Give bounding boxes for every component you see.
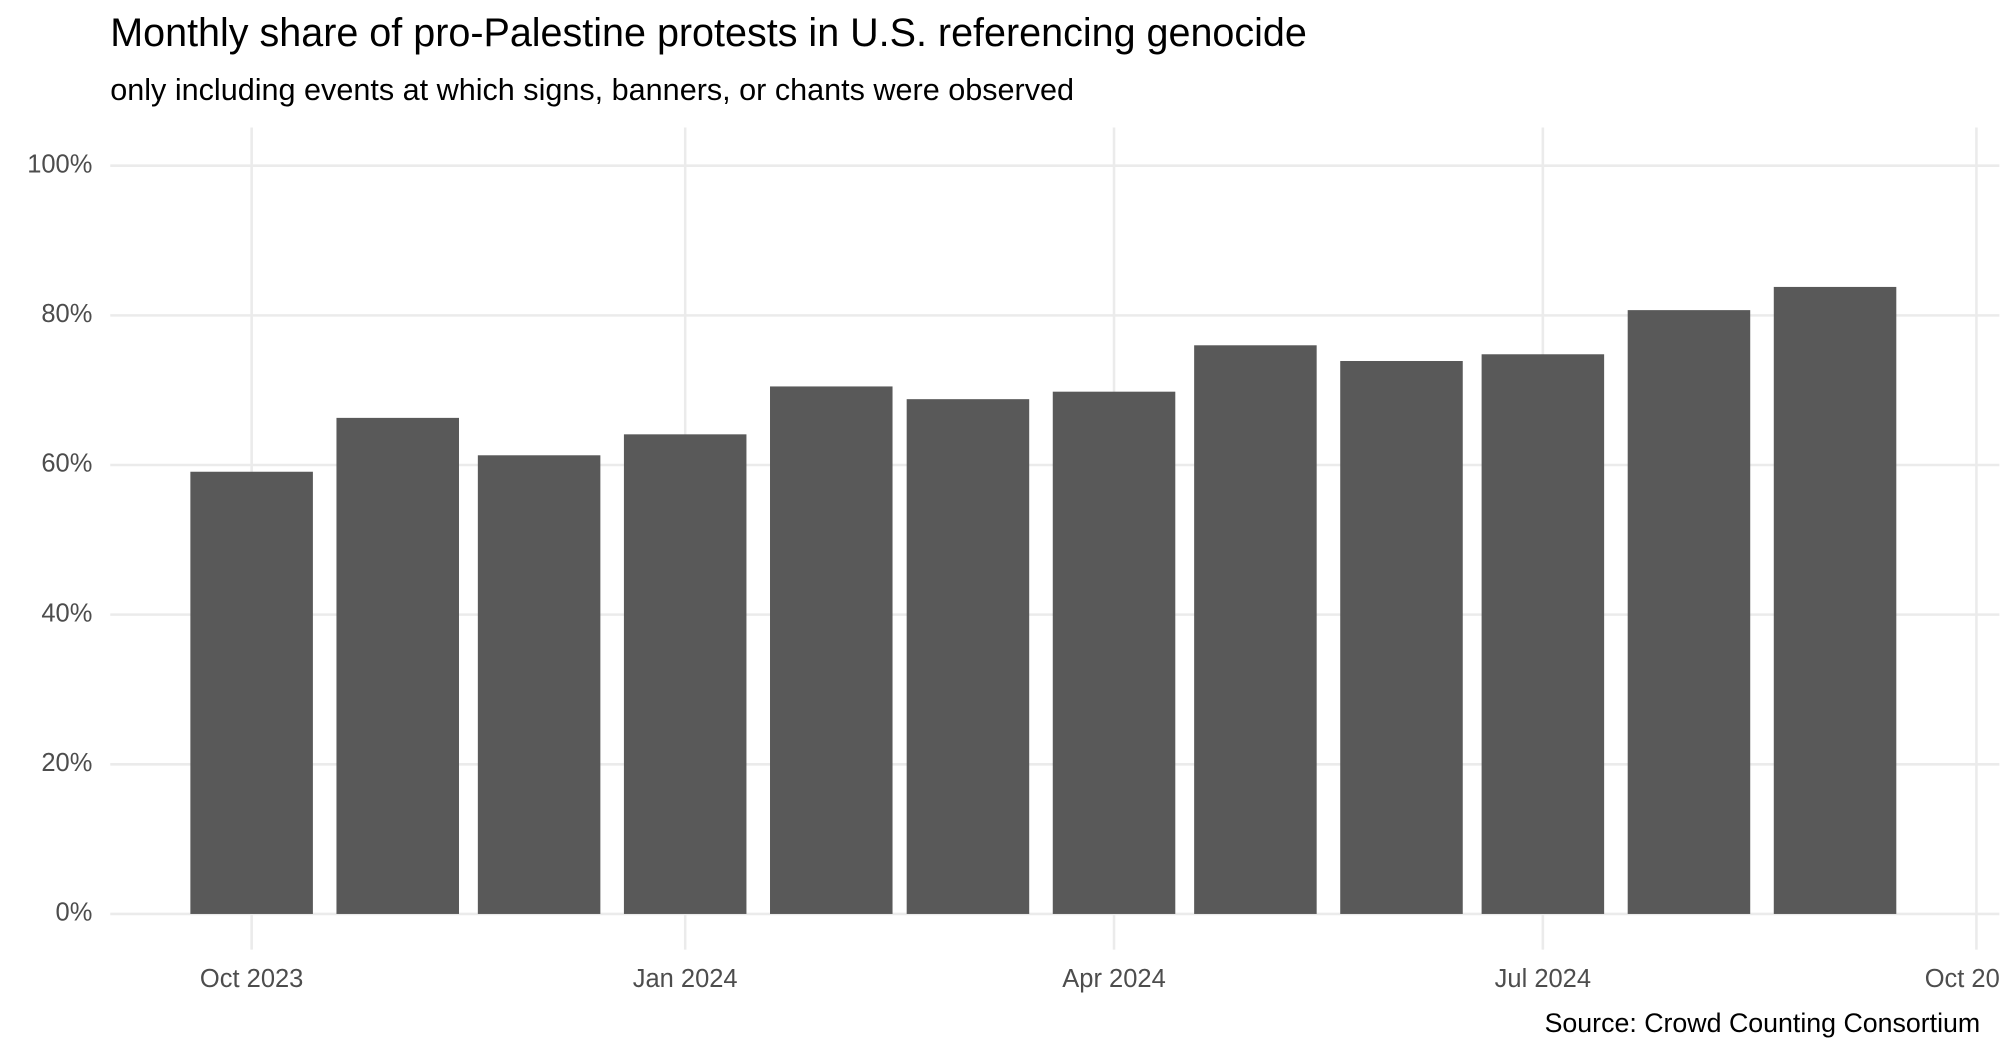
bar [1340,361,1463,914]
bar [190,471,313,914]
y-tick-label: 20% [41,749,92,777]
caption: Source: Crowd Counting Consortium [1545,1008,1981,1038]
bar [1052,391,1176,914]
chart-subtitle: only including events at which signs, ba… [110,73,1074,107]
y-tick-label: 80% [41,300,92,328]
chart-title: Monthly share of pro-Palestine protests … [110,11,1307,55]
y-tick-label: 0% [56,899,93,927]
bar [477,455,601,914]
x-tick-label: Jan 2024 [633,965,738,993]
x-tick-label: Oct 2023 [200,965,303,993]
x-tick-label: Jul 2024 [1495,965,1591,993]
bar [1194,345,1317,914]
bar [1773,286,1897,914]
bar [1481,354,1605,914]
y-tick-label: 40% [41,599,92,627]
y-tick-label: 100% [27,150,92,178]
bar [336,417,459,914]
x-tick-label: Apr 2024 [1062,965,1165,993]
x-tick-label: Oct 2024 [1925,965,2000,993]
bar [906,399,1030,914]
y-tick-label: 60% [41,450,92,478]
bar [1627,310,1751,914]
bar [770,386,893,914]
bar [623,434,747,914]
